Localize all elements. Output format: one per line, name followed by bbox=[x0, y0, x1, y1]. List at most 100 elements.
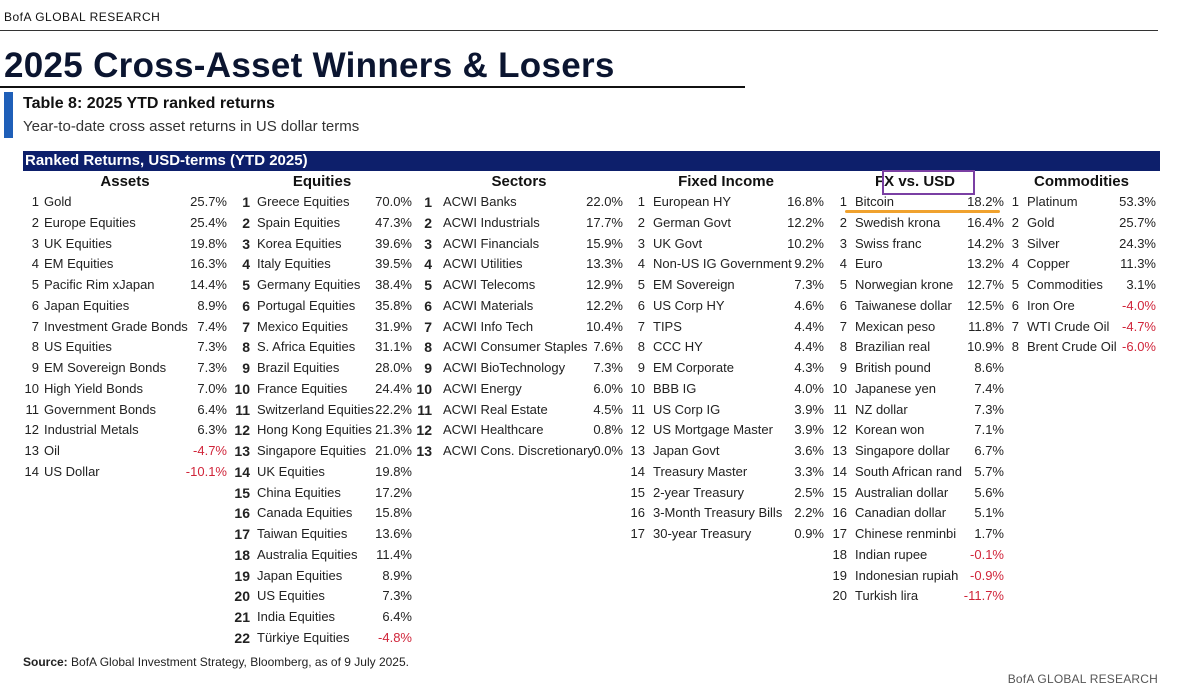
table-row: 15 Australian dollar 5.6% bbox=[826, 483, 1004, 504]
rank-number: 2 bbox=[424, 214, 432, 231]
rank-number: 18 bbox=[832, 546, 847, 562]
return-value: 4.4% bbox=[794, 318, 824, 334]
title-divider bbox=[0, 86, 745, 88]
asset-name: EM Corporate bbox=[653, 360, 734, 375]
table-row: 2 Spain Equities 47.3% bbox=[232, 213, 412, 234]
asset-name: US Mortgage Master bbox=[653, 422, 773, 438]
return-value: 3.9% bbox=[794, 401, 824, 417]
rank-number: 11 bbox=[25, 401, 40, 417]
rank-number: 6 bbox=[242, 297, 250, 314]
asset-name: NZ dollar bbox=[855, 401, 908, 417]
return-value: 11.3% bbox=[1120, 256, 1156, 272]
rank-number: 19 bbox=[234, 567, 250, 584]
asset-name: ACWI Banks bbox=[443, 194, 517, 209]
asset-name: Japanese yen bbox=[855, 380, 936, 396]
return-value: 4.4% bbox=[794, 339, 824, 355]
return-value: 12.2% bbox=[787, 214, 824, 230]
asset-name: European HY bbox=[653, 194, 732, 209]
table-row: 13 ACWI Cons. Discretionary 0.0% bbox=[415, 441, 623, 462]
rank-number: 12 bbox=[416, 422, 432, 439]
rank-number: 4 bbox=[242, 256, 250, 273]
asset-name: Platinum bbox=[1027, 194, 1078, 209]
asset-name: UK Govt bbox=[653, 235, 703, 251]
asset-name: Australian dollar bbox=[855, 484, 949, 500]
asset-name: Industrial Metals bbox=[44, 422, 139, 438]
rank-number: 2 bbox=[242, 214, 250, 231]
rank-number: 15 bbox=[832, 484, 847, 500]
column-header-fx: FX vs. USD bbox=[874, 173, 956, 190]
table-row: 5 ACWI Telecoms 12.9% bbox=[415, 275, 623, 296]
rank-number: 8 bbox=[242, 339, 250, 356]
table-row: 7 TIPS 4.4% bbox=[628, 317, 824, 338]
table-row: 6 ACWI Materials 12.2% bbox=[415, 296, 623, 317]
return-value: 16.3% bbox=[190, 256, 227, 272]
rank-number: 12 bbox=[234, 422, 250, 439]
table-row: 14 Treasury Master 3.3% bbox=[628, 462, 824, 483]
table-row: 14 US Dollar -10.1% bbox=[23, 462, 227, 483]
table-row: 6 Iron Ore -4.0% bbox=[1007, 296, 1156, 317]
return-value: -11.7% bbox=[963, 588, 1004, 604]
table-row: 8 CCC HY 4.4% bbox=[628, 337, 824, 358]
asset-name: BBB IG bbox=[653, 380, 697, 396]
asset-name: Chinese renminbi bbox=[855, 526, 957, 541]
return-value: -4.0% bbox=[1122, 297, 1156, 313]
table-row: 12 US Mortgage Master 3.9% bbox=[628, 420, 824, 441]
table-row: 9 British pound 8.6% bbox=[826, 358, 1004, 379]
return-value: -6.0% bbox=[1122, 339, 1156, 355]
table-row: 14 South African rand 5.7% bbox=[826, 462, 1004, 483]
asset-name: Copper bbox=[1027, 256, 1070, 272]
return-value: 6.4% bbox=[197, 401, 227, 417]
table-row: 4 Copper 11.3% bbox=[1007, 254, 1156, 275]
return-value: 0.0% bbox=[593, 443, 623, 458]
rank-number: 5 bbox=[424, 277, 432, 293]
return-value: 7.3% bbox=[382, 588, 412, 604]
table-row: 5 EM Sovereign 7.3% bbox=[628, 275, 824, 296]
asset-name: Mexico Equities bbox=[257, 318, 349, 334]
asset-name: Swiss franc bbox=[855, 235, 922, 251]
table-row: 21 India Equities 6.4% bbox=[232, 607, 412, 628]
table-row: 12 Industrial Metals 6.3% bbox=[23, 420, 227, 441]
rank-number: 6 bbox=[1011, 297, 1019, 313]
asset-name: Non-US IG Government bbox=[653, 256, 792, 272]
rank-number: 12 bbox=[832, 422, 847, 438]
return-value: 6.4% bbox=[382, 609, 412, 624]
table-row: 12 Hong Kong Equities 21.3% bbox=[232, 420, 412, 441]
rank-number: 20 bbox=[234, 588, 250, 605]
rank-number: 3 bbox=[242, 235, 250, 252]
asset-name: US Corp HY bbox=[653, 297, 725, 313]
table-row: 2 Europe Equities 25.4% bbox=[23, 213, 227, 234]
return-value: 3.1% bbox=[1126, 277, 1156, 292]
table-row: 2 German Govt 12.2% bbox=[628, 213, 824, 234]
rank-number: 10 bbox=[630, 380, 645, 396]
return-value: 10.2% bbox=[787, 235, 824, 251]
rank-number: 6 bbox=[637, 297, 645, 313]
rank-number: 1 bbox=[424, 194, 432, 210]
table-row: 11 Switzerland Equities 22.2% bbox=[232, 400, 412, 421]
asset-name: WTI Crude Oil bbox=[1027, 318, 1110, 334]
rank-number: 17 bbox=[630, 526, 645, 541]
asset-name: Singapore Equities bbox=[257, 443, 367, 458]
source-label: Source: bbox=[23, 655, 68, 669]
rank-number: 5 bbox=[31, 277, 39, 292]
asset-name: US Dollar bbox=[44, 463, 100, 479]
return-value: 16.8% bbox=[787, 194, 824, 209]
table-row: 16 Canada Equities 15.8% bbox=[232, 503, 412, 524]
rank-number: 18 bbox=[234, 546, 250, 563]
asset-name: ACWI Real Estate bbox=[443, 401, 548, 417]
rank-number: 12 bbox=[630, 422, 645, 438]
table-row: 4 Italy Equities 39.5% bbox=[232, 254, 412, 275]
asset-name: US Equities bbox=[44, 339, 112, 355]
asset-name: ACWI Industrials bbox=[443, 214, 540, 230]
table-row: 16 Canadian dollar 5.1% bbox=[826, 503, 1004, 524]
rank-number: 9 bbox=[424, 360, 432, 376]
rank-number: 13 bbox=[832, 443, 847, 458]
page-title: 2025 Cross-Asset Winners & Losers bbox=[4, 46, 615, 85]
table-row: 1 European HY 16.8% bbox=[628, 192, 824, 213]
rank-number: 13 bbox=[416, 443, 432, 459]
rank-number: 13 bbox=[234, 443, 250, 459]
return-value: 8.9% bbox=[382, 567, 412, 583]
asset-name: Singapore dollar bbox=[855, 443, 950, 458]
return-value: 24.4% bbox=[375, 380, 412, 396]
table-banner: Ranked Returns, USD-terms (YTD 2025) bbox=[23, 151, 1160, 171]
return-value: 22.0% bbox=[586, 194, 623, 209]
